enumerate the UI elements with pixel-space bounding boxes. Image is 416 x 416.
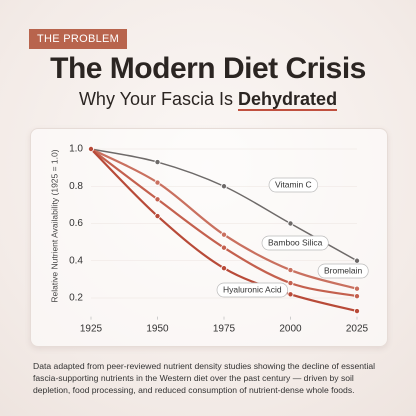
- y-tick-label: 1.0: [69, 144, 83, 155]
- x-tick-label: 1925: [80, 324, 103, 335]
- footnote: Data adapted from peer-reviewed nutrient…: [33, 361, 376, 395]
- series-label-box: [216, 282, 288, 298]
- x-tick-label: 1975: [213, 324, 236, 335]
- point: [287, 291, 294, 298]
- point: [154, 196, 161, 203]
- series-label: Vitamin C: [275, 179, 312, 189]
- subtitle-emphasis: Dehydrated: [238, 89, 338, 111]
- point: [353, 257, 360, 264]
- point: [220, 231, 227, 238]
- point: [287, 280, 294, 287]
- y-tick-label: 0.4: [69, 255, 83, 266]
- series-label: Hyaluronic Acid: [223, 284, 282, 294]
- point: [220, 183, 227, 190]
- series-label-box: [317, 263, 369, 279]
- y-tick-label: 0.6: [69, 218, 83, 229]
- point: [353, 308, 360, 315]
- x-tick-label: 1950: [146, 324, 169, 335]
- series-line: [90, 148, 358, 298]
- x-tick-label: 2000: [279, 324, 302, 335]
- point: [220, 265, 227, 272]
- subtitle-text: Why Your Fascia Is: [78, 89, 234, 109]
- y-axis-label: Relative Nutrient Availability (1925 = 1…: [49, 149, 59, 302]
- point: [154, 213, 161, 220]
- point: [287, 267, 294, 274]
- badge: THE PROBLEM: [29, 29, 128, 49]
- point: [287, 220, 294, 227]
- point: [154, 159, 161, 166]
- point: [220, 244, 227, 251]
- point: [353, 285, 360, 292]
- title: The Modern Diet Crisis: [50, 52, 366, 85]
- series-label: Bromelain: [324, 265, 363, 275]
- point: [353, 293, 360, 300]
- point: [88, 145, 95, 152]
- subtitle: Why Your Fascia Is Dehydrated: [0, 89, 416, 111]
- series-label-box: [261, 235, 329, 251]
- series-label: Bamboo Silica: [268, 237, 323, 247]
- point: [154, 179, 161, 186]
- x-tick-label: 2025: [346, 324, 369, 335]
- y-tick-label: 0.2: [69, 293, 83, 304]
- y-tick-label: 0.8: [69, 181, 83, 192]
- series-label-box: [268, 177, 319, 193]
